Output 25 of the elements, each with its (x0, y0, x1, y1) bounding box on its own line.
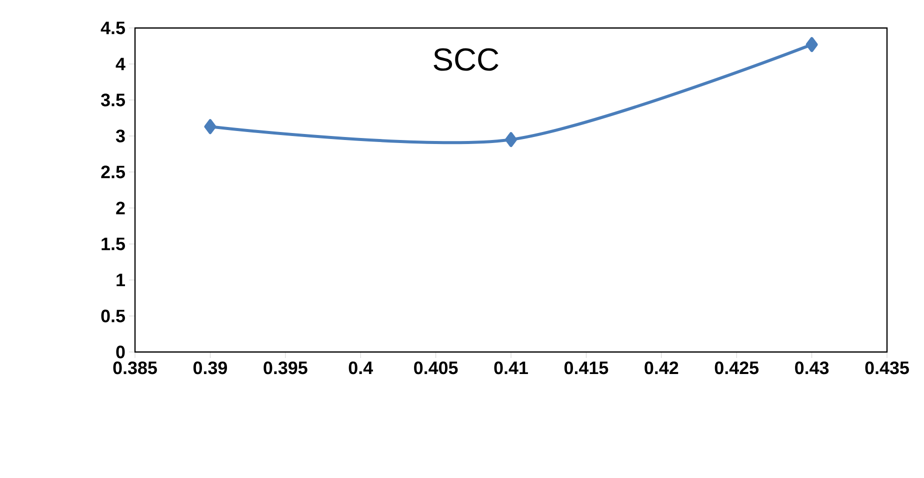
point (204, 119, 216, 134)
y-tick-label: 4 (116, 58, 126, 70)
x-tick-label: 0.435 (865, 361, 909, 374)
y-tick-label: 3 (116, 130, 125, 142)
point (505, 132, 518, 148)
y-tick-label: 1 (116, 274, 125, 286)
y-tick-label: 1.5 (102, 238, 125, 250)
x-tick-label: 0.43 (795, 361, 829, 374)
x-tick-label: 0.405 (414, 361, 458, 374)
y-tick-label: 0.5 (101, 310, 125, 322)
x-tick-label: 0.41 (494, 361, 528, 374)
y-tick-label: 4.5 (100, 22, 125, 34)
y-tick-label: 2.5 (101, 166, 125, 178)
y-tick-label: 0 (116, 346, 125, 358)
x-tick-label: 0.4 (348, 361, 373, 374)
y-tick-label: 2 (116, 202, 125, 214)
x-tick-label: 0.425 (714, 361, 759, 374)
x-tick-label: 0.415 (564, 361, 608, 374)
x-tick-label: 0.395 (264, 361, 308, 374)
x-tick-label: 0.42 (644, 361, 678, 374)
x-tick-label: 0.385 (113, 361, 157, 374)
chart-title: SCC (434, 48, 498, 71)
point (806, 37, 818, 52)
x-tick-label: 0.39 (193, 361, 227, 374)
y-tick-label: 3.5 (100, 94, 125, 106)
